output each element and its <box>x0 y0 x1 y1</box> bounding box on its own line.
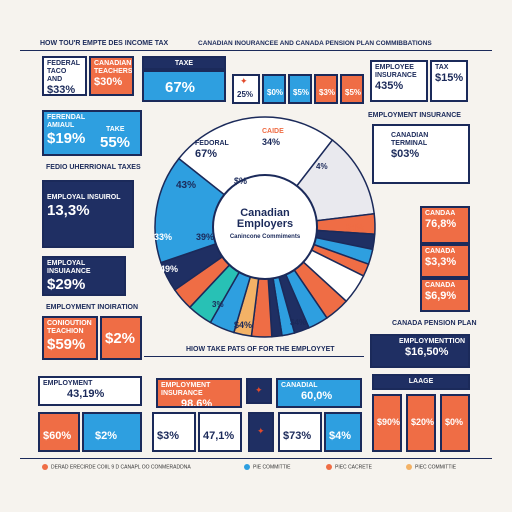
employee-insurance-card: EMPLOYEE INSURANCE 435% <box>370 60 428 102</box>
pie-label-bottom-1: 3% <box>212 300 224 309</box>
bottom-card-5: $73% <box>278 412 322 452</box>
top-mid-card-2: $0% <box>262 74 286 104</box>
laage-card: LAAGE <box>372 374 470 390</box>
federal-card: FEDERAL TACO AND $33% <box>42 56 87 96</box>
bottom-card-7: $90% <box>372 394 402 452</box>
tax-top-card: TAX $15% <box>430 60 468 102</box>
taxe-value-card: 67% <box>142 70 226 102</box>
candaa-card: CANDAA 76,8% <box>420 206 470 244</box>
top-mid-card-5: $5% <box>340 74 364 104</box>
legend-item-4: PIEC COMMITTIE <box>406 464 456 470</box>
pie-label-fedoral: FEDORAL 67% <box>195 140 229 160</box>
pie-label-right-1: $4% <box>346 222 365 232</box>
heading-top-right: CANADIAN INOURANCEE AND CANADA PENSION P… <box>198 40 432 47</box>
bottom-card-1: $60% <box>38 412 80 452</box>
conioution-card: CONIOUTION TEACHION $59% <box>42 316 98 360</box>
top-mid-card-4: $3% <box>314 74 338 104</box>
bottom-card-9: $0% <box>440 394 470 452</box>
pie-center-title: Canadian Employers <box>236 207 294 230</box>
contribution-pie-chart <box>154 116 376 338</box>
pie-slice-0 <box>177 116 334 229</box>
emp-insurance-bottom-card: EMPLOYMENT INSURANCE 98,6% <box>156 378 242 408</box>
pie-label-left-1: 43% <box>176 180 197 191</box>
maple-leaf-icon: ✦ <box>240 76 248 86</box>
pie-label-right-2: 4% <box>316 162 328 171</box>
conioution-value-card: $2% <box>100 316 142 360</box>
bottom-card-3: $3% <box>152 412 196 452</box>
legend-item-2: PIE COMMITTIE <box>244 464 291 470</box>
top-divider <box>20 50 492 51</box>
heading-employment-inohration: EMPLOYMENT INOIRATION <box>46 304 139 311</box>
leaf-icon-bottom: ✦ <box>257 426 265 436</box>
pie-label-mid-2: 39% <box>196 232 215 242</box>
mid-divider <box>144 356 364 357</box>
bottom-card-2: $2% <box>82 412 142 452</box>
heading-top-left: HOW TOU'R EMPTE DES INCOME TAX <box>40 40 169 47</box>
pie-slice-18 <box>154 157 267 264</box>
pie-center-subtitle: Canincone Commiments <box>229 234 301 240</box>
pie-center-disc <box>212 174 318 280</box>
employment-pension-card: EMPLOYMENTTION $16,50% <box>370 334 470 368</box>
taxe-label-card: TAXE <box>142 56 226 70</box>
pie-label-left-2: $% <box>234 176 248 186</box>
bottom-card-leaf: ✦ <box>248 412 274 452</box>
pie-label-caide: CAIDE 34% <box>262 128 284 147</box>
pie-label-bottom-3: $4% <box>290 318 307 327</box>
canada-card-2: CANADA $3,3% <box>420 244 470 278</box>
heading-how-take: HIOW TAKE PATS OF FOR THE EMPLOYYET <box>186 346 335 353</box>
legend-item-1: DERAD ERECIRDE COIIL 9 D CANAPL OO CONME… <box>42 464 191 470</box>
pie-label-mid-3: 49% <box>160 264 179 274</box>
heading-canada-pension-plan: CANADA PENSION PLAN <box>392 320 477 327</box>
employal-card: EMPLOYAL INSUIROL 13,3% <box>42 180 134 248</box>
leaf-icon-small: ✦ <box>255 385 263 395</box>
employment-bottom-card: EMPLOYMENT 43,19% <box>38 376 142 406</box>
bottom-card-4: 47,1% <box>198 412 242 452</box>
top-mid-card-3: $5% <box>288 74 312 104</box>
canadian-terminal-card: CANADIAN TERMINAL $03% <box>372 124 470 184</box>
bottom-card-8: $20% <box>406 394 436 452</box>
heading-employment-insurance: EMPLOYMENT INSURANCE <box>368 112 461 119</box>
ferendal-card: FERENDAL AMIAUL $19% TAKE 55% <box>42 110 142 156</box>
bottom-card-6: $4% <box>324 412 362 452</box>
canadial-bottom-card: CANADIAL 60,0% <box>276 378 362 408</box>
legend-dot-3 <box>326 464 332 470</box>
canada-card-3: CANADA $6,9% <box>420 278 470 312</box>
pie-label-mid-1: 33% <box>154 232 173 242</box>
legend-item-3: PIEC CACRETE <box>326 464 372 470</box>
legend-divider <box>20 458 492 459</box>
top-mid-card-1: 25% <box>232 74 260 104</box>
canadian-card: CANADIAN TEACHERS $30% <box>89 56 134 96</box>
legend-dot-4 <box>406 464 412 470</box>
pie-label-bottom-2: $4% <box>234 320 253 330</box>
leaf-card: ✦ <box>246 378 272 404</box>
heading-left-mid: FEDIO UHERRIONAL TAXES <box>46 164 141 171</box>
legend-dot-2 <box>244 464 250 470</box>
legend-dot-1 <box>42 464 48 470</box>
employal-insurance-card: EMPLOYAL INSUIAANCE $29% <box>42 256 126 296</box>
